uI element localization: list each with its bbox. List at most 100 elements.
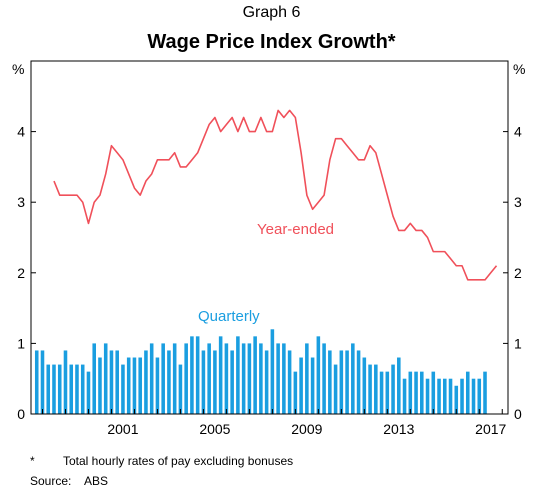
- quarterly-bar: [339, 350, 344, 414]
- quarterly-bar: [103, 343, 108, 414]
- source-label: Source:: [30, 474, 72, 488]
- quarterly-bar: [213, 350, 217, 414]
- quarterly-bar: [63, 350, 68, 414]
- chart-title: Wage Price Index Growth*: [147, 31, 396, 53]
- quarterly-bar: [207, 343, 211, 414]
- quarterly-bar: [109, 350, 114, 414]
- quarterly-bar: [316, 336, 321, 414]
- quarterly-bar: [149, 343, 154, 414]
- quarterly-bar: [471, 378, 476, 414]
- quarterly-bar: [282, 343, 286, 414]
- quarterly-bar: [293, 371, 298, 414]
- quarterly-bar: [356, 350, 361, 414]
- quarterly-bar: [460, 378, 464, 414]
- left-tick-label: 1: [17, 335, 25, 351]
- quarterly-bar: [241, 343, 246, 414]
- bars-layer: [34, 329, 487, 414]
- year-ended-series-label: Year-ended: [257, 221, 334, 238]
- quarterly-bar: [443, 378, 447, 414]
- right-tick-label: 1: [514, 335, 522, 351]
- quarterly-bar: [483, 371, 487, 414]
- quarterly-bar: [172, 343, 177, 414]
- quarterly-bar: [80, 364, 85, 414]
- quarterly-bar: [195, 336, 200, 414]
- quarterly-bar: [328, 350, 332, 414]
- left-tick-label: 2: [17, 265, 25, 281]
- right-tick-label: 4: [514, 124, 522, 140]
- quarterly-bar: [178, 364, 183, 414]
- left-tick-label: 4: [17, 124, 25, 140]
- quarterly-bar: [414, 371, 418, 414]
- quarterly-bar: [310, 357, 315, 414]
- left-axis-unit: %: [12, 61, 24, 77]
- quarterly-bar: [391, 364, 395, 414]
- quarterly-bar: [477, 378, 482, 414]
- quarterly-bar: [408, 371, 413, 414]
- footnote: * Total hourly rates of pay excluding bon…: [30, 454, 293, 468]
- right-axis-unit: %: [513, 61, 525, 77]
- year-ended-line: [53, 109, 498, 281]
- quarterly-bar: [253, 336, 257, 414]
- quarterly-bar: [299, 357, 303, 414]
- quarterly-bar: [270, 329, 275, 414]
- quarterly-bar: [345, 350, 349, 414]
- quarterly-bar: [276, 343, 280, 414]
- quarterly-bar: [132, 357, 137, 414]
- quarterly-bar: [167, 350, 171, 414]
- quarterly-bar: [437, 378, 441, 414]
- quarterly-bar: [138, 357, 142, 414]
- left-tick-label: 0: [17, 406, 25, 422]
- quarterly-bar: [46, 364, 51, 414]
- left-tick-label: 3: [17, 194, 25, 210]
- quarterly-bar: [305, 343, 309, 414]
- quarterly-bar: [92, 343, 96, 414]
- quarterly-bar: [385, 371, 390, 414]
- quarterly-bar: [161, 343, 165, 414]
- right-tick-label: 3: [514, 194, 522, 210]
- quarterly-bar: [86, 371, 91, 414]
- line-layer: [53, 109, 498, 281]
- quarterly-bar: [351, 343, 355, 414]
- quarterly-bar: [121, 364, 125, 414]
- x-tick-label: 2017: [475, 421, 506, 437]
- quarterly-bar: [287, 350, 292, 414]
- x-tick-label: 2005: [199, 421, 230, 437]
- x-tick-label: 2001: [107, 421, 138, 437]
- quarterly-bar: [98, 357, 102, 414]
- footnote-mark: *: [30, 454, 35, 468]
- quarterly-bar: [448, 378, 453, 414]
- quarterly-bar: [420, 371, 424, 414]
- quarterly-bar: [379, 371, 384, 414]
- quarterly-bar: [425, 378, 430, 414]
- quarterly-bar: [397, 357, 401, 414]
- plot-frame: [30, 60, 509, 415]
- quarterly-bar: [52, 364, 56, 414]
- footnote-text: Total hourly rates of pay excluding bonu…: [63, 454, 294, 468]
- quarterly-bar: [224, 343, 229, 414]
- quarterly-bar: [431, 371, 436, 414]
- quarterly-bar: [230, 350, 234, 414]
- quarterly-bar: [264, 350, 269, 414]
- quarterly-bar: [126, 357, 131, 414]
- quarterly-bar: [34, 350, 39, 414]
- quarterly-bar: [247, 343, 252, 414]
- quarterly-bar: [69, 364, 74, 414]
- quarterly-bar: [144, 350, 148, 414]
- quarterly-bar: [454, 385, 459, 414]
- quarterly-bar: [184, 343, 188, 414]
- quarterly-bar: [259, 343, 263, 414]
- quarterly-bar: [115, 350, 119, 414]
- quarterly-bar: [236, 336, 240, 414]
- quarterly-bar: [218, 336, 223, 414]
- quarterly-bar: [374, 364, 378, 414]
- graph-number: Graph 6: [242, 4, 301, 21]
- right-tick-label: 2: [514, 265, 522, 281]
- quarterly-bar: [368, 364, 372, 414]
- x-tick-label: 2013: [383, 421, 414, 437]
- quarterly-bar: [362, 357, 367, 414]
- quarterly-bar: [465, 371, 470, 414]
- quarterly-bar: [322, 343, 326, 414]
- source-text: ABS: [84, 474, 109, 488]
